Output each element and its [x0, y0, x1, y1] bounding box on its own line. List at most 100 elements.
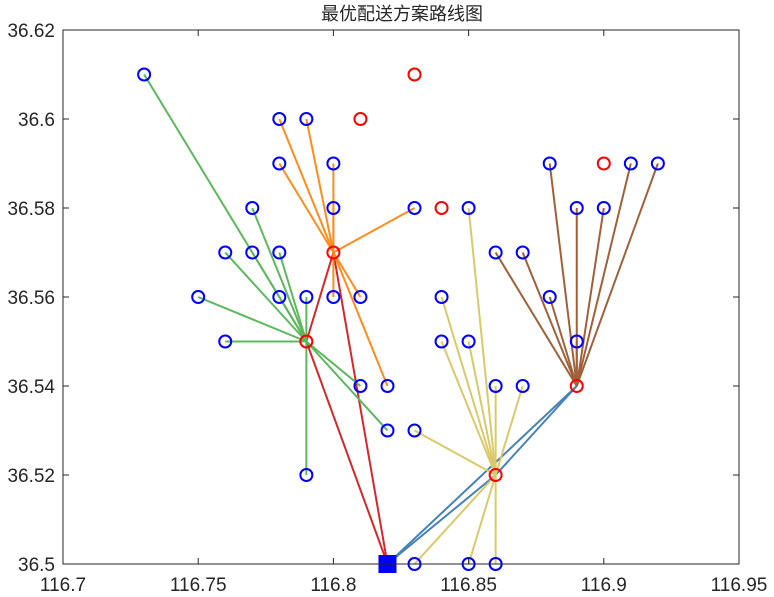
customer-marker: [650, 156, 665, 171]
route-0: [305, 252, 389, 565]
route-4: [413, 207, 524, 565]
route-spoke: [278, 162, 335, 254]
y-tick-label: 36.52: [7, 466, 55, 487]
center-marker: [434, 201, 449, 215]
route-spoke: [251, 207, 308, 342]
plot-frame: [62, 29, 740, 565]
customer-marker: [299, 290, 314, 304]
customer-marker: [245, 245, 260, 260]
customer-marker: [569, 334, 584, 349]
route-spoke: [305, 118, 335, 253]
route-5: [494, 163, 659, 387]
x-tick-label: 116.85: [440, 575, 497, 596]
center-marker: [596, 156, 611, 171]
route-spoke: [494, 251, 578, 387]
route-spoke: [414, 429, 497, 476]
customer-marker: [272, 112, 287, 126]
customer-marker: [515, 379, 530, 393]
customer-marker: [434, 334, 449, 349]
customer-marker: [407, 201, 422, 215]
customer-marker: [272, 156, 287, 171]
route-segment: [305, 252, 335, 342]
customer-marker: [407, 423, 422, 438]
route-lines: [143, 73, 659, 565]
route-spoke: [467, 474, 497, 565]
route-segment: [386, 385, 578, 565]
customer-marker: [272, 245, 287, 260]
route-spoke: [278, 118, 335, 253]
x-axis: 116.7 116.75 116.8 116.85 116.9 116.95: [40, 30, 767, 596]
customer-marker: [542, 156, 557, 171]
route-segment: [305, 341, 389, 565]
route-spoke: [413, 474, 497, 565]
route-3: [278, 118, 416, 387]
x-tick-label: 116.95: [711, 575, 768, 596]
customer-marker: [218, 334, 233, 349]
chart-title: 最优配送方案路线图: [321, 4, 483, 25]
customer-marker: [569, 201, 584, 215]
route-spoke: [575, 163, 632, 387]
route-spoke: [278, 296, 308, 343]
x-tick-label: 116.7: [40, 575, 86, 596]
customer-marker: [299, 112, 314, 126]
customer-marker: [380, 423, 395, 438]
customer-marker: [488, 379, 503, 393]
customer-marker: [272, 290, 287, 304]
customer-marker: [488, 245, 503, 260]
customer-marker: [326, 201, 341, 215]
route-segment: [494, 385, 578, 476]
customer-marker: [326, 290, 341, 304]
customer-marker: [137, 67, 152, 82]
route-spoke: [548, 296, 578, 387]
customer-marker: [218, 245, 233, 260]
customer-marker: [461, 334, 476, 349]
center-marker: [326, 245, 341, 260]
route-spoke: [305, 340, 362, 387]
center-marker: [569, 379, 584, 393]
y-tick-label: 36.5: [18, 555, 55, 576]
route-spoke: [494, 385, 524, 476]
route-spoke: [332, 251, 362, 298]
y-tick-label: 36.6: [18, 110, 55, 131]
customer-marker: [191, 290, 206, 304]
route-spoke: [440, 341, 497, 476]
route-spoke: [305, 340, 389, 432]
route-1: [386, 385, 578, 565]
customer-marker: [353, 290, 368, 304]
x-tick-label: 116.75: [170, 575, 227, 596]
customer-marker: [596, 201, 611, 215]
route-spoke: [224, 251, 308, 343]
route-segment: [386, 474, 497, 565]
customer-marker: [461, 201, 476, 215]
customer-marker: [515, 245, 530, 260]
route-segment: [332, 252, 389, 565]
route-spoke: [575, 163, 659, 387]
y-tick-label: 36.56: [7, 288, 55, 309]
route-spoke: [467, 341, 497, 476]
customer-marker: [623, 156, 638, 171]
customer-marker: [326, 156, 341, 171]
customer-marker: [380, 379, 395, 393]
point-markers: [137, 67, 665, 573]
customer-marker: [542, 290, 557, 304]
x-tick-label: 116.9: [581, 575, 627, 596]
customer-marker: [434, 290, 449, 304]
center-marker: [407, 67, 422, 82]
y-tick-label: 36.58: [7, 199, 55, 220]
route-spoke: [332, 252, 389, 387]
route-spoke: [467, 207, 497, 476]
center-marker: [299, 334, 314, 349]
center-marker: [488, 468, 503, 482]
route-spoke: [548, 163, 578, 387]
customer-marker: [245, 201, 260, 215]
customer-marker: [299, 468, 314, 482]
route-spoke: [278, 252, 308, 342]
route-spoke: [521, 252, 578, 387]
route-2: [143, 73, 389, 475]
route-spoke: [197, 296, 307, 343]
route-spoke: [332, 207, 416, 254]
y-axis: 36.5 36.52 36.54 36.56 36.58 36.6 36.62: [7, 21, 739, 576]
y-tick-label: 36.54: [7, 377, 55, 398]
route-spoke: [575, 207, 605, 387]
